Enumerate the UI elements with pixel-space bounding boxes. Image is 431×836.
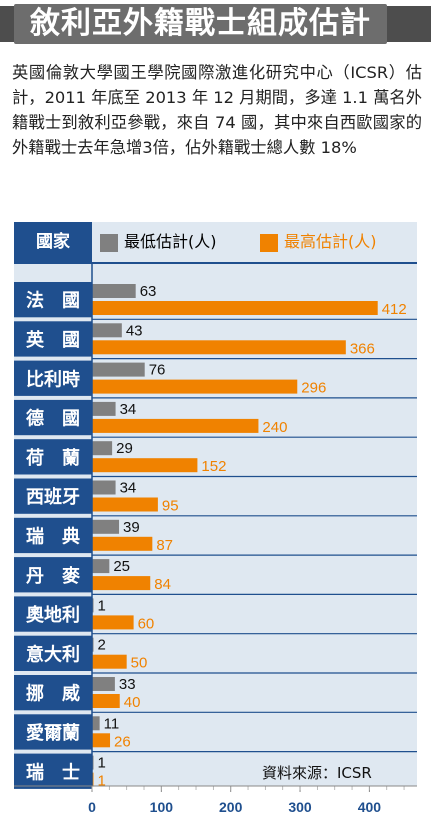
bar-min	[92, 362, 145, 377]
bar-max	[92, 340, 346, 355]
category-label-bg	[14, 282, 92, 318]
category-label: 意大利	[26, 643, 80, 665]
data-label-max: 240	[262, 419, 287, 436]
bar-max	[92, 733, 111, 748]
bar-max	[92, 301, 378, 315]
bar-min	[92, 480, 116, 495]
data-label-min: 2	[98, 637, 106, 654]
category-label-bg	[14, 399, 92, 436]
bar-max	[92, 694, 120, 708]
legend-label-min: 最低估計(人)	[124, 232, 217, 251]
data-label-max: 296	[301, 380, 326, 397]
category-label: 愛爾蘭	[26, 722, 80, 744]
category-label-bg	[14, 557, 92, 593]
category-label: 德 國	[26, 408, 80, 430]
category-label-bg	[14, 439, 92, 475]
data-label-max: 1	[98, 773, 106, 790]
legend-row: 國家 最低估計(人) 最高估計(人)	[14, 222, 417, 264]
data-label-min: 25	[113, 558, 130, 575]
data-label-min: 34	[120, 401, 137, 418]
bar-min	[92, 519, 120, 534]
data-label-max: 152	[201, 458, 226, 475]
category-label: 比利時	[26, 368, 80, 390]
bar-max	[92, 379, 298, 394]
category-label-bg	[14, 753, 92, 789]
x-tick-label: 400	[358, 799, 382, 815]
category-label-bg	[14, 321, 92, 357]
data-label-max: 87	[156, 537, 173, 554]
bar-min	[92, 559, 110, 574]
legend-swatch-min	[100, 234, 118, 252]
x-tick-label: 200	[219, 799, 243, 815]
source-note: 資料來源：ICSR	[262, 764, 372, 782]
data-label-max: 366	[350, 340, 375, 357]
data-label-max: 412	[382, 301, 407, 318]
category-label-bg	[14, 596, 92, 632]
category-label: 西班牙	[26, 487, 80, 508]
data-label-min: 39	[123, 519, 140, 536]
bar-min	[92, 716, 100, 731]
data-label-max: 50	[131, 655, 148, 672]
bar-max	[92, 536, 153, 551]
data-label-min: 11	[104, 715, 120, 732]
data-label-max: 26	[114, 733, 131, 750]
bar-max	[92, 654, 127, 669]
category-header: 國家	[14, 222, 92, 262]
page-title: 敘利亞外籍戰士組成估計	[14, 4, 387, 44]
category-label: 荷 蘭	[26, 447, 80, 469]
x-tick-label: 300	[288, 799, 312, 815]
category-label-bg	[14, 360, 92, 396]
data-label-max: 95	[162, 498, 179, 515]
category-label-bg	[14, 714, 92, 750]
data-label-min: 63	[140, 283, 157, 300]
data-label-min: 76	[149, 362, 166, 379]
data-label-min: 1	[98, 755, 106, 772]
legend-swatch-max	[260, 234, 278, 252]
bar-min	[92, 401, 116, 416]
category-label-bg	[14, 478, 92, 514]
category-label: 英 國	[25, 329, 80, 351]
data-label-min: 1	[98, 597, 106, 614]
bar-max	[92, 615, 134, 630]
category-label-bg	[14, 675, 92, 711]
data-label-min: 33	[119, 676, 136, 693]
intro-text: 英國倫敦大學國王學院國際激進化研究中心（ICSR）估計，2011 年底至 201…	[12, 63, 422, 157]
data-label-max: 60	[138, 615, 155, 632]
x-tick-label: 0	[88, 799, 96, 815]
data-label-min: 34	[120, 480, 137, 497]
bar-max	[92, 576, 151, 591]
bar-min	[92, 284, 136, 298]
bar-max	[92, 418, 259, 433]
data-label-max: 84	[154, 576, 171, 593]
category-label: 瑞 典	[26, 525, 80, 547]
category-label: 法 國	[26, 290, 80, 312]
data-label-min: 29	[116, 440, 133, 457]
category-label: 挪 威	[26, 683, 80, 705]
bar-max	[92, 497, 158, 512]
bar-min	[92, 441, 113, 456]
legend-label-max: 最高估計(人)	[284, 232, 377, 251]
data-label-max: 40	[124, 694, 141, 711]
bar-min	[92, 323, 122, 338]
bar-max	[92, 458, 198, 473]
category-label: 瑞 士	[26, 762, 80, 783]
category-label: 奧地利	[26, 604, 80, 626]
category-label: 丹 麥	[26, 565, 81, 587]
category-label-bg	[14, 635, 92, 671]
header: 敘利亞外籍戰士組成估計	[0, 0, 431, 46]
x-tick-label: 100	[150, 799, 174, 815]
bar-min	[92, 677, 115, 691]
data-label-min: 43	[126, 322, 143, 339]
category-label-bg	[14, 517, 92, 554]
